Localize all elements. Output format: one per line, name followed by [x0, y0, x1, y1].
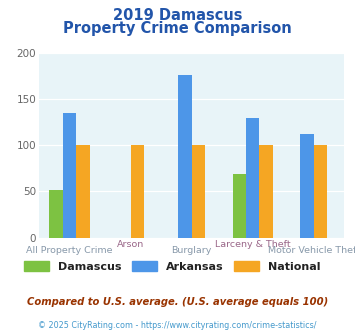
Text: Arson: Arson	[117, 240, 144, 249]
Bar	[300, 134, 314, 238]
Legend: Damascus, Arkansas, National: Damascus, Arkansas, National	[20, 257, 324, 277]
Bar	[260, 145, 273, 238]
Bar	[246, 118, 260, 238]
Text: Larceny & Theft: Larceny & Theft	[215, 240, 291, 249]
Bar	[233, 174, 246, 238]
Bar	[76, 145, 90, 238]
Bar	[49, 190, 63, 238]
Text: Burglary: Burglary	[171, 247, 212, 255]
Bar	[192, 145, 205, 238]
Text: 2019 Damascus: 2019 Damascus	[113, 8, 242, 23]
Text: Property Crime Comparison: Property Crime Comparison	[63, 21, 292, 36]
Text: All Property Crime: All Property Crime	[26, 247, 113, 255]
Text: Compared to U.S. average. (U.S. average equals 100): Compared to U.S. average. (U.S. average …	[27, 297, 328, 307]
Text: © 2025 CityRating.com - https://www.cityrating.com/crime-statistics/: © 2025 CityRating.com - https://www.city…	[38, 321, 317, 330]
Text: Motor Vehicle Theft: Motor Vehicle Theft	[268, 247, 355, 255]
Bar	[63, 113, 76, 238]
Bar	[178, 75, 192, 238]
Bar	[314, 145, 327, 238]
Bar	[131, 145, 144, 238]
